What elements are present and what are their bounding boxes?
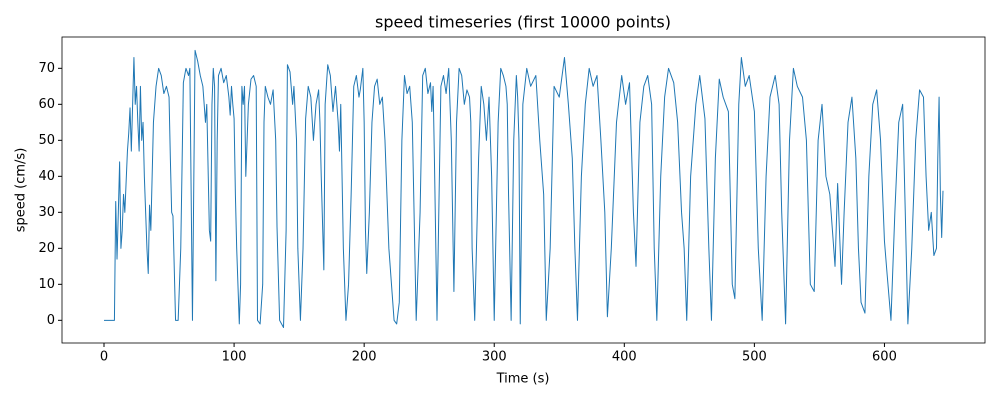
x-tick-label: 0 xyxy=(100,350,108,365)
y-tick-label: 30 xyxy=(38,205,55,220)
y-tick-label: 60 xyxy=(38,97,55,112)
y-tick-label: 0 xyxy=(47,313,55,328)
y-tick-label: 20 xyxy=(38,241,55,256)
plot-frame xyxy=(61,36,986,344)
y-axis-label: speed (cm/s) xyxy=(14,148,29,233)
x-tick-label: 500 xyxy=(742,350,767,365)
x-axis-label: Time (s) xyxy=(496,372,550,387)
y-tick-label: 50 xyxy=(38,133,55,148)
x-tick-label: 600 xyxy=(872,350,897,365)
data-line xyxy=(104,49,944,329)
x-tick-label: 100 xyxy=(222,350,247,365)
x-tick-label: 300 xyxy=(482,350,507,365)
y-tick-label: 70 xyxy=(38,61,55,76)
y-tick-label: 40 xyxy=(38,169,55,184)
x-tick-label: 200 xyxy=(352,350,377,365)
chart-title: speed timeseries (first 10000 points) xyxy=(375,13,671,32)
y-tick-label: 10 xyxy=(38,277,55,292)
x-tick-label: 400 xyxy=(612,350,637,365)
